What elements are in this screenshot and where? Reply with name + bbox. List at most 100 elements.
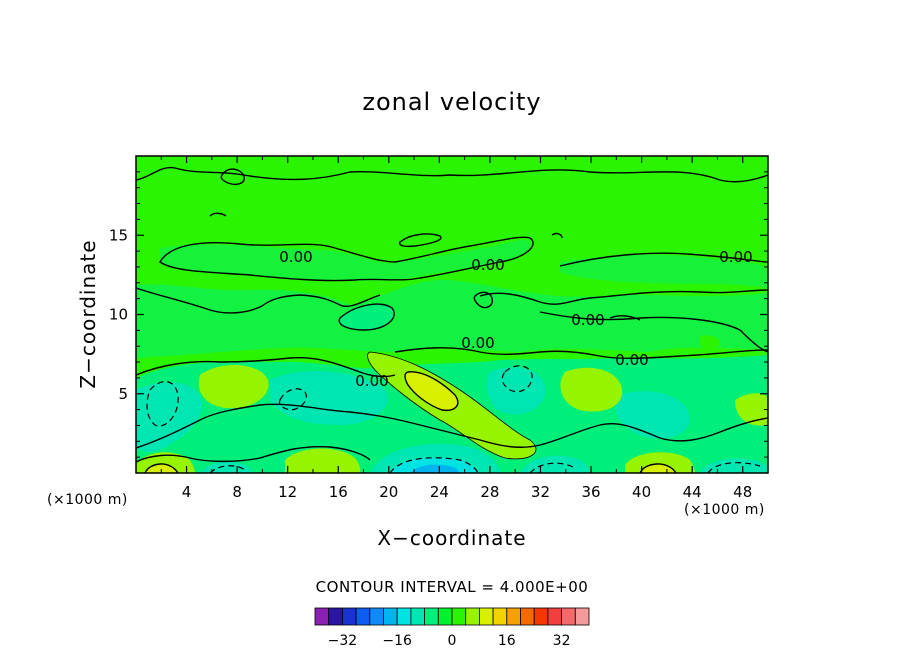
contour-zero-top-left xyxy=(136,166,768,183)
zero-contour-label: 0.00 xyxy=(355,372,388,390)
colorbar-cell xyxy=(328,607,343,626)
colorbar-cell xyxy=(492,607,508,626)
colorbar-tick-label: 0 xyxy=(448,633,457,649)
zero-contour-label: 0.00 xyxy=(279,248,312,266)
colorbar-tick-label: 16 xyxy=(498,633,516,649)
colorbar-cell xyxy=(451,607,467,626)
x-tick-label: 20 xyxy=(379,483,398,501)
x-tick-label: 8 xyxy=(232,483,242,501)
colorbar-cell xyxy=(561,607,576,626)
x-unit-right: (×1000 m) xyxy=(684,502,765,518)
zero-contour-label: 0.00 xyxy=(719,248,752,266)
contour-zero-11b xyxy=(479,289,768,305)
zero-contour-labels: 0.00 0.00 0.00 0.00 0.00 0.00 0.00 xyxy=(279,248,752,390)
zero-contour-label: 0.00 xyxy=(461,334,494,352)
chart-title: zonal velocity xyxy=(362,88,542,116)
zero-contour-label: 0.00 xyxy=(615,351,648,369)
colorbar-cell xyxy=(396,607,412,626)
fill-bottom-pos-40 xyxy=(625,452,695,473)
contour-small-3 xyxy=(473,291,494,309)
fill-pos-lobe-8 xyxy=(198,364,269,409)
y-tick-label: 10 xyxy=(109,306,128,324)
colorbar-cell xyxy=(383,607,398,626)
contour-neg-44 xyxy=(707,462,761,473)
contour-neg-24 xyxy=(389,457,479,473)
x-axis-ticks: 4 8 12 16 20 24 28 32 36 40 44 48 xyxy=(160,156,752,501)
contour-zero-15 xyxy=(159,236,534,282)
fill-lower-cool-2 xyxy=(270,370,388,425)
contour-small-6 xyxy=(209,212,227,217)
fill-pos-core-24 xyxy=(405,371,458,411)
fill-lower-cool-4 xyxy=(615,391,690,439)
contour-small-4 xyxy=(338,303,395,331)
colorbar-cell xyxy=(506,607,521,626)
colorbar-cell xyxy=(533,607,549,626)
zero-contour-label: 0.00 xyxy=(571,311,604,329)
zero-contour-label: 0.00 xyxy=(471,256,504,274)
colorbar-tick-label: −16 xyxy=(382,633,412,649)
y-axis-ticks: 5 10 15 xyxy=(109,171,768,458)
colorbar-cells xyxy=(314,607,590,626)
colorbar-cell xyxy=(547,607,563,626)
contour-small-2 xyxy=(398,233,442,248)
contour-pos-bottom-2 xyxy=(144,463,179,473)
contour-pos-24 xyxy=(404,371,459,412)
colorbar-labels: −32 −16 0 16 32 xyxy=(328,633,571,649)
colorbar-cell xyxy=(341,607,357,626)
contour-neg-34 xyxy=(529,462,576,473)
fill-bottom-neg-24c xyxy=(410,464,460,473)
colorbar-cell xyxy=(520,607,535,626)
contour-pos-lobe-24 xyxy=(367,351,537,460)
contour-zero-bottom xyxy=(136,445,371,463)
fill-upper-patch-12 xyxy=(339,304,395,330)
contour-zero-10 xyxy=(539,311,768,353)
x-tick-label: 40 xyxy=(632,483,651,501)
colorbar-cell xyxy=(465,607,480,626)
contour-zero-6-left xyxy=(136,357,396,378)
x-tick-label: 24 xyxy=(430,483,449,501)
fill-band-15 xyxy=(160,239,531,281)
x-unit-left: (×1000 m) xyxy=(47,492,128,508)
colorbar-cell xyxy=(574,607,590,626)
colorbar-cell xyxy=(410,607,425,626)
contour-neg-14 xyxy=(278,388,307,411)
x-tick-label: 28 xyxy=(480,483,499,501)
x-tick-label: 32 xyxy=(531,483,550,501)
fill-pos-lobe-36 xyxy=(560,367,623,412)
x-tick-label: 48 xyxy=(733,483,752,501)
contour-zero-11 xyxy=(136,287,381,314)
fill-upper-band xyxy=(136,279,768,358)
y-tick-label: 5 xyxy=(118,385,128,403)
fill-upper-patch-45 xyxy=(700,335,721,349)
contour-zero-lower xyxy=(136,403,768,449)
contour-neg-3 xyxy=(146,381,179,427)
fill-bottom-neg-34 xyxy=(520,455,590,473)
colorbar-cell xyxy=(355,607,371,626)
fill-bottom-pos-15 xyxy=(285,448,361,473)
fill-band-15b xyxy=(560,254,768,288)
x-tick-label: 36 xyxy=(581,483,600,501)
x-tick-label: 16 xyxy=(329,483,348,501)
colorbar-cell xyxy=(424,607,439,626)
x-tick-label: 4 xyxy=(182,483,192,501)
y-tick-label: 15 xyxy=(109,226,128,244)
x-tick-label: 44 xyxy=(683,483,702,501)
x-axis-label: X−coordinate xyxy=(377,526,527,550)
colorbar-cell xyxy=(314,607,330,626)
colorbar-tick-label: −32 xyxy=(328,633,358,649)
colorbar-cell xyxy=(369,607,384,626)
contour-lines xyxy=(136,166,768,473)
fill-lower-cool-3 xyxy=(486,367,546,415)
contour-small-1 xyxy=(220,168,245,185)
contour-fills xyxy=(136,156,768,473)
contour-zero-15b xyxy=(559,252,768,267)
fill-lower-cool xyxy=(136,382,202,453)
colorbar-cell xyxy=(478,607,494,626)
colorbar-cell xyxy=(437,607,453,626)
contour-interval-text: CONTOUR INTERVAL = 4.000E+00 xyxy=(315,578,589,596)
fill-pos-lobe-48 xyxy=(735,393,768,426)
x-tick-label: 12 xyxy=(278,483,297,501)
contour-small-7 xyxy=(551,232,563,239)
